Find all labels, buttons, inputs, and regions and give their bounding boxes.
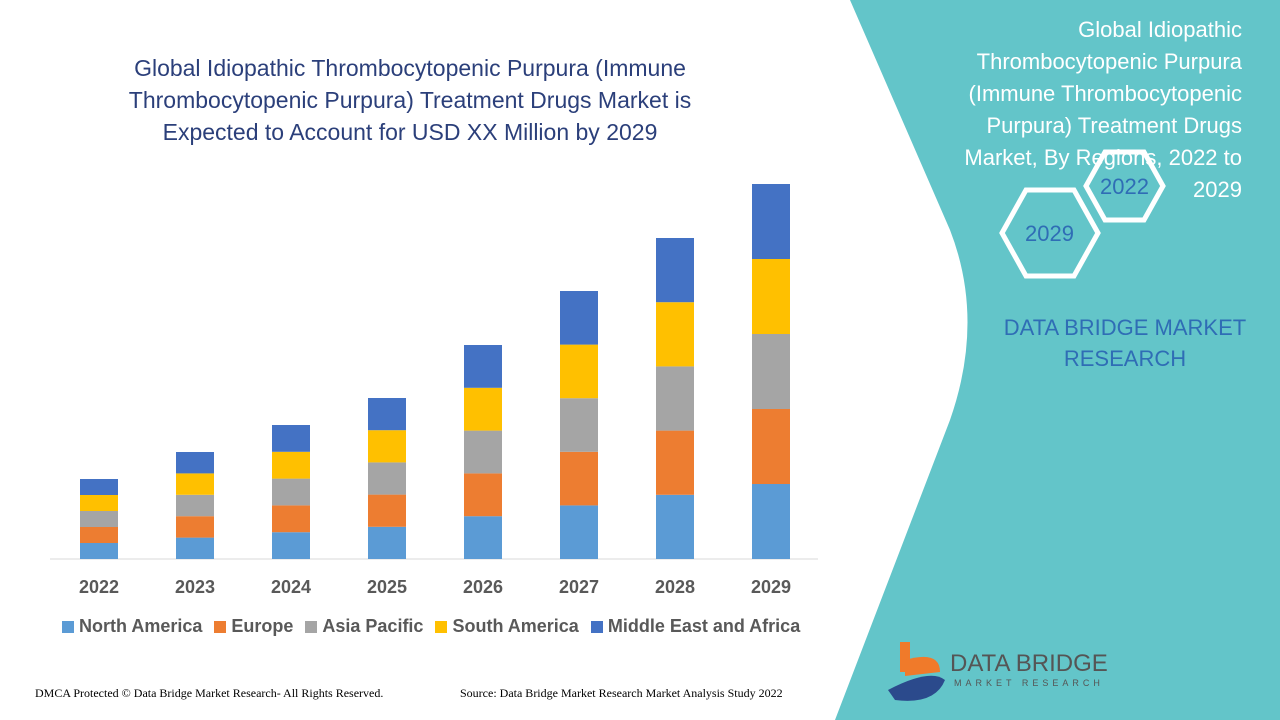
legend: North America Europe Asia Pacific South … [62, 616, 800, 637]
legend-label: Asia Pacific [322, 616, 424, 636]
x-tick-label: 2027 [559, 577, 599, 597]
x-tick-label: 2026 [463, 577, 503, 597]
footer-source: Source: Data Bridge Market Research Mark… [460, 686, 783, 700]
legend-label: North America [79, 616, 203, 636]
hex-label-2022: 2022 [1100, 174, 1149, 199]
logo-name: DATA BRIDGE [950, 650, 1108, 677]
logo-icon [888, 642, 945, 701]
bar-2028-asia-pacific [656, 366, 694, 431]
legend-item: Middle East and Africa [590, 616, 801, 637]
x-tick-label: 2029 [751, 577, 791, 597]
bar-2029-middle-east-and-africa [752, 184, 790, 259]
bar-2026-asia-pacific [464, 430, 502, 474]
logo-subtitle: MARKET RESEARCH [954, 678, 1104, 688]
bar-2027-asia-pacific [560, 398, 598, 452]
hex-label-2029: 2029 [1025, 221, 1074, 246]
legend-label: Middle East and Africa [607, 616, 801, 636]
bar-2024-middle-east-and-africa [272, 425, 310, 452]
bar-2023-north-america [176, 537, 214, 559]
bar-2025-middle-east-and-africa [368, 398, 406, 431]
bar-2025-asia-pacific [368, 462, 406, 495]
hexagon-2022 [1083, 149, 1166, 223]
legend-item: Europe [214, 616, 293, 637]
bar-2023-middle-east-and-africa [176, 452, 214, 474]
bar-2024-asia-pacific [272, 478, 310, 506]
bar-2022-asia-pacific [80, 511, 118, 527]
bar-2029-asia-pacific [752, 334, 790, 409]
x-tick-label: 2023 [175, 577, 215, 597]
bar-2027-south-america [560, 344, 598, 399]
bar-2027-europe [560, 451, 598, 506]
legend-item: South America [435, 616, 579, 637]
side-panel [835, 0, 1280, 720]
bar-2026-north-america [464, 516, 502, 559]
legend-label: South America [452, 616, 579, 636]
bar-2025-south-america [368, 430, 406, 463]
bar-2029-north-america [752, 484, 790, 559]
bar-2024-south-america [272, 451, 310, 479]
side-panel-title: Global Idiopathic Thrombocytopenic Purpu… [964, 17, 1242, 202]
legend-label: Europe [231, 616, 294, 636]
bar-2022-south-america [80, 495, 118, 511]
x-tick-label: 2024 [271, 577, 311, 597]
bar-2026-south-america [464, 387, 502, 431]
bar-2028-north-america [656, 494, 694, 559]
brand-text: DATA BRIDGE MARKET RESEARCH [1003, 315, 1247, 371]
bar-2024-europe [272, 505, 310, 533]
bar-2027-north-america [560, 505, 598, 559]
bar-2029-europe [752, 409, 790, 484]
bar-2024-north-america [272, 532, 310, 559]
bar-2023-asia-pacific [176, 494, 214, 517]
x-tick-label: 2025 [367, 577, 407, 597]
legend-item: North America [62, 616, 202, 637]
footer-copyright: DMCA Protected © Data Bridge Market Rese… [35, 686, 384, 700]
bar-2022-north-america [80, 543, 118, 559]
bar-2025-north-america [368, 526, 406, 559]
bar-2023-europe [176, 516, 214, 538]
bar-2028-europe [656, 430, 694, 495]
bar-2022-europe [80, 527, 118, 543]
x-tick-label: 2022 [79, 577, 119, 597]
bar-2022-middle-east-and-africa [80, 479, 118, 495]
legend-item: Asia Pacific [305, 616, 423, 637]
bar-2029-south-america [752, 259, 790, 334]
bar-2027-middle-east-and-africa [560, 291, 598, 345]
chart-title: Global Idiopathic Thrombocytopenic Purpu… [128, 55, 692, 145]
bar-2026-middle-east-and-africa [464, 345, 502, 388]
bar-2025-europe [368, 494, 406, 527]
hexagon-2029 [999, 187, 1101, 279]
bar-2028-middle-east-and-africa [656, 238, 694, 303]
bar-2023-south-america [176, 473, 214, 495]
bar-2028-south-america [656, 302, 694, 367]
x-tick-label: 2028 [655, 577, 695, 597]
bar-2026-europe [464, 473, 502, 517]
